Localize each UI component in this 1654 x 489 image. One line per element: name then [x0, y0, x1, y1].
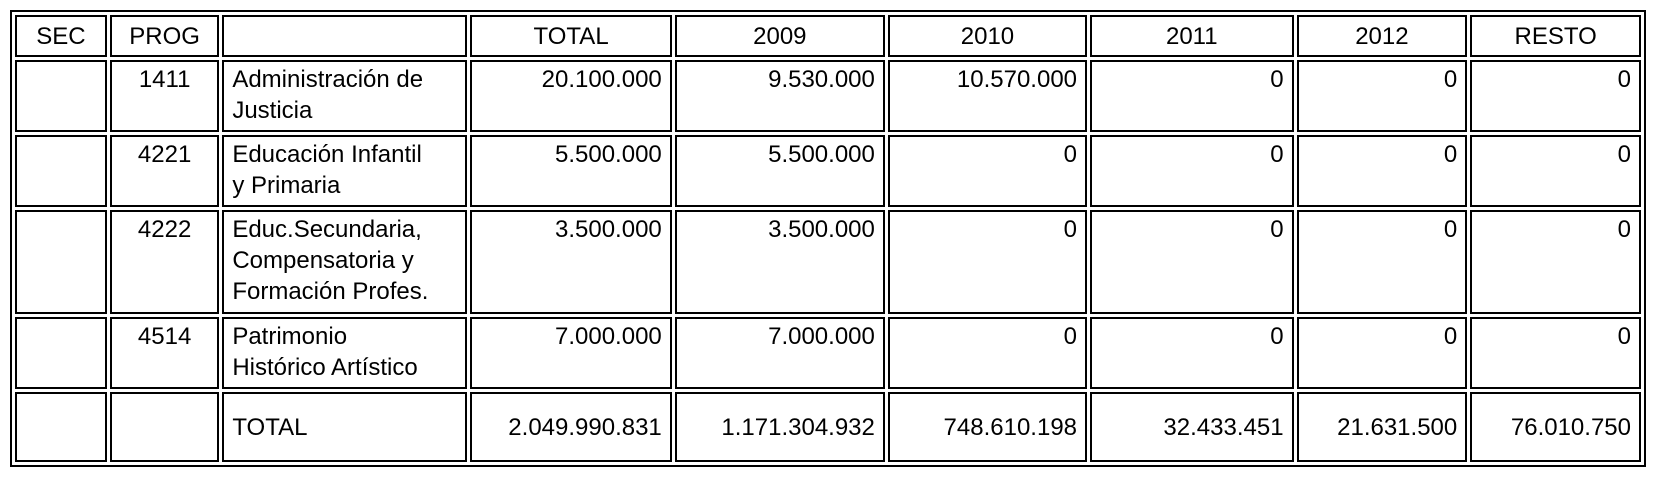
cell-description: Educ.Secundaria, Compensatoria y Formaci…	[222, 210, 468, 314]
total-cell-2009: 1.171.304.932	[674, 392, 885, 462]
header-2012: 2012	[1296, 15, 1468, 57]
cell-prog: 4221	[109, 135, 220, 207]
cell-2011: 0	[1090, 210, 1294, 314]
header-row: SEC PROG TOTAL 2009 2010 2011 2012 RESTO	[15, 15, 1641, 57]
cell-2010: 0	[887, 135, 1088, 207]
total-row: TOTAL 2.049.990.831 1.171.304.932 748.61…	[15, 392, 1641, 462]
cell-2009: 5.500.000	[674, 135, 885, 207]
cell-2009: 7.000.000	[674, 317, 885, 389]
header-resto: RESTO	[1470, 15, 1641, 57]
budget-table: SEC PROG TOTAL 2009 2010 2011 2012 RESTO…	[10, 10, 1646, 467]
total-cell-prog	[109, 392, 220, 462]
cell-2012: 0	[1296, 317, 1468, 389]
total-cell-total: 2.049.990.831	[470, 392, 672, 462]
cell-sec	[15, 135, 107, 207]
cell-resto: 0	[1470, 317, 1641, 389]
cell-resto: 0	[1470, 60, 1641, 132]
header-2010: 2010	[887, 15, 1088, 57]
table-row: 4222 Educ.Secundaria, Compensatoria y Fo…	[15, 210, 1641, 314]
cell-prog: 4514	[109, 317, 220, 389]
cell-2011: 0	[1090, 135, 1294, 207]
cell-2009: 3.500.000	[674, 210, 885, 314]
total-label: TOTAL	[222, 392, 468, 462]
total-cell-2012: 21.631.500	[1296, 392, 1468, 462]
cell-description: Educación Infantil y Primaria	[222, 135, 468, 207]
cell-description: Patrimonio Histórico Artístico	[222, 317, 468, 389]
cell-description: Administración de Justicia	[222, 60, 468, 132]
cell-total: 7.000.000	[470, 317, 672, 389]
description-line: Educación Infantil	[232, 141, 422, 168]
description-line: Administración de	[232, 66, 424, 93]
description-line: Patrimonio	[232, 323, 348, 350]
cell-2010: 10.570.000	[887, 60, 1088, 132]
cell-prog: 1411	[109, 60, 220, 132]
header-description	[222, 15, 468, 57]
cell-2012: 0	[1296, 135, 1468, 207]
header-total: TOTAL	[470, 15, 672, 57]
total-cell-resto: 76.010.750	[1470, 392, 1641, 462]
description-line: Histórico Artístico	[232, 354, 418, 381]
header-prog: PROG	[109, 15, 220, 57]
cell-sec	[15, 210, 107, 314]
cell-total: 5.500.000	[470, 135, 672, 207]
cell-2009: 9.530.000	[674, 60, 885, 132]
cell-resto: 0	[1470, 210, 1641, 314]
cell-resto: 0	[1470, 135, 1641, 207]
cell-2012: 0	[1296, 210, 1468, 314]
cell-total: 3.500.000	[470, 210, 672, 314]
cell-2011: 0	[1090, 60, 1294, 132]
cell-2010: 0	[887, 317, 1088, 389]
cell-prog: 4222	[109, 210, 220, 314]
table-row: 4514 Patrimonio Histórico Artístico 7.00…	[15, 317, 1641, 389]
header-sec: SEC	[15, 15, 107, 57]
description-line: Educ.Secundaria,	[232, 216, 422, 243]
cell-sec	[15, 60, 107, 132]
cell-total: 20.100.000	[470, 60, 672, 132]
cell-2012: 0	[1296, 60, 1468, 132]
header-2011: 2011	[1090, 15, 1294, 57]
table-row: 1411 Administración de Justicia 20.100.0…	[15, 60, 1641, 132]
description-line: Justicia	[232, 97, 313, 124]
description-line: Formación Profes.	[232, 278, 429, 305]
table-row: 4221 Educación Infantil y Primaria 5.500…	[15, 135, 1641, 207]
cell-2010: 0	[887, 210, 1088, 314]
total-cell-2011: 32.433.451	[1090, 392, 1294, 462]
description-line: y Primaria	[232, 172, 341, 199]
total-cell-2010: 748.610.198	[887, 392, 1088, 462]
description-line: Compensatoria y	[232, 247, 414, 274]
cell-sec	[15, 317, 107, 389]
header-2009: 2009	[674, 15, 885, 57]
total-cell-sec	[15, 392, 107, 462]
cell-2011: 0	[1090, 317, 1294, 389]
